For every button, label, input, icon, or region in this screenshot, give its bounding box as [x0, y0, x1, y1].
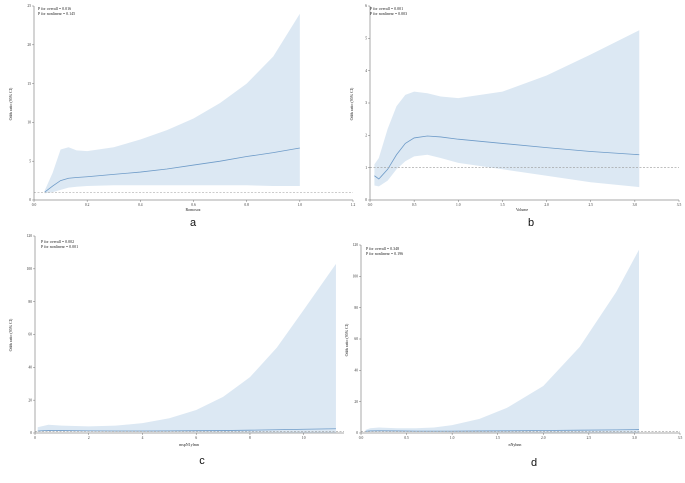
x-tick-label: 0.5 [404, 436, 409, 440]
x-tick-label: 1.0 [450, 436, 455, 440]
plot-area: 0.0 0.5 1.0 1.5 2.0 2.5 3.0 3.5 0 1 2 3 4 5 6 [365, 4, 681, 207]
x-tick-label: 1.5 [495, 436, 500, 440]
x-axis-title: mspN1ylmn [179, 442, 199, 447]
plot-area: 0.0 0.5 1.0 1.5 2.0 2.5 3.0 3.5 0 20 40 60 80 100 120 [353, 243, 683, 440]
panel-d: 0.0 0.5 1.0 1.5 2.0 2.5 3.0 3.5020406080100120 … [344, 243, 682, 469]
x-tick-label: 0.4 [138, 203, 143, 207]
y-tick-label: 10 [27, 121, 31, 125]
x-tick-label: 4 [142, 436, 144, 440]
x-axis-title: Volume [516, 207, 529, 212]
y-axis-title: Odds ratio (95% CI) [8, 318, 13, 351]
y-tick-label: 100 [353, 275, 359, 279]
p-overall-label: P for overall = 0.016 [38, 6, 71, 11]
y-tick-label: 40 [354, 369, 358, 373]
x-tick-label: 3.0 [633, 203, 638, 207]
panel-a: 0.0 0.2 0.4 0.6 0.8 1.0 1.2 0 5 10 15 20 25 P for ov… [8, 4, 355, 229]
p-overall-label: P for overall = 0.001 [370, 6, 403, 11]
x-axis-title: Romosoz [185, 207, 200, 212]
x-tick-label: 1.0 [298, 203, 303, 207]
x-tick-label: 2.5 [587, 436, 592, 440]
y-axis-title: Odds ratio (95% CI) [344, 323, 349, 356]
p-nonlinear-label: P for nonlinear = 0.001 [41, 244, 78, 249]
x-tick-label: 1.5 [500, 203, 505, 207]
y-tick-label: 60 [28, 333, 32, 337]
y-tick-label: 0 [30, 431, 32, 435]
or-curve [374, 135, 640, 180]
panel-letter: a [190, 217, 197, 229]
y-tick-label: 20 [28, 398, 32, 402]
x-tick-label: 2.0 [544, 203, 549, 207]
panel-letter: c [199, 455, 205, 467]
x-tick-label: 0.6 [191, 203, 196, 207]
y-tick-label: 25 [27, 4, 31, 8]
x-tick-label: 0.0 [359, 436, 364, 440]
x-tick-label: 8 [249, 436, 251, 440]
x-tick-label: 0.0 [368, 203, 373, 207]
x-tick-label: 0.2 [85, 203, 90, 207]
plot-area: 0.0 0.2 0.4 0.6 0.8 1.0 1.2 0 5 10 15 20 25 [27, 4, 355, 207]
x-tick-label: 0 [34, 436, 36, 440]
x-tick-label: 3.0 [632, 436, 637, 440]
y-tick-label: 120 [353, 243, 359, 247]
x-tick-label: 6 [195, 436, 197, 440]
y-tick-label: 80 [28, 300, 32, 304]
p-nonlinear-label: P for nonlinear = 0.196 [366, 251, 403, 256]
x-tick-label: 0.5 [412, 203, 417, 207]
or-curve [365, 429, 639, 432]
x-tick-label: 2.5 [588, 203, 593, 207]
y-tick-label: 2 [365, 134, 367, 138]
y-tick-label: 60 [354, 337, 358, 341]
p-overall-label: P for overall = 0.348 [366, 246, 399, 251]
ci-band [374, 30, 640, 188]
panel-letter: b [528, 217, 534, 229]
ci-band [37, 263, 336, 433]
y-tick-label: 40 [28, 366, 32, 370]
x-tick-label: 0.0 [32, 203, 37, 207]
x-tick-label: 1.0 [456, 203, 461, 207]
ci-band [44, 13, 300, 194]
y-tick-label: 0 [365, 198, 367, 202]
y-tick-label: 0 [356, 431, 358, 435]
or-curve [44, 147, 300, 193]
or-curve [37, 428, 336, 432]
panel-b: 0.0 0.5 1.0 1.5 2.0 2.5 3.0 3.5 0 1 2 3 4 5 6 P for ov… [349, 4, 681, 229]
y-tick-label: 1 [365, 166, 367, 170]
x-tick-label: 0.8 [244, 203, 249, 207]
y-tick-label: 100 [27, 267, 33, 271]
y-axis-title: Odds ratio (95% CI) [8, 87, 13, 120]
y-tick-label: 20 [354, 400, 358, 404]
y-tick-label: 80 [354, 306, 358, 310]
x-tick-label: 2 [88, 436, 90, 440]
x-tick-label: 3.5 [678, 436, 683, 440]
y-tick-label: 5 [29, 159, 31, 163]
y-axis-title: Odds ratio (95% CI) [349, 87, 354, 120]
p-nonlinear-label: P for nonlinear = 0.003 [370, 11, 407, 16]
x-tick-label: 10 [302, 436, 306, 440]
y-tick-label: 5 [365, 37, 367, 41]
y-tick-label: 120 [27, 234, 33, 238]
p-overall-label: P for overall = 0.002 [41, 239, 74, 244]
panel-letter: d [531, 457, 537, 469]
x-tick-label: 2.0 [541, 436, 546, 440]
ci-band [365, 249, 639, 433]
x-axis-title: nNyhnn [509, 442, 522, 447]
y-tick-label: 0 [29, 198, 31, 202]
y-tick-label: 15 [27, 82, 31, 86]
x-tick-label: 1.2 [351, 203, 356, 207]
y-tick-label: 3 [365, 101, 367, 105]
y-tick-label: 6 [365, 4, 367, 8]
p-nonlinear-label: P for nonlinear = 0.145 [38, 11, 75, 16]
x-tick-label: 3.5 [677, 203, 682, 207]
y-tick-label: 20 [27, 43, 31, 47]
y-tick-label: 4 [365, 69, 367, 73]
